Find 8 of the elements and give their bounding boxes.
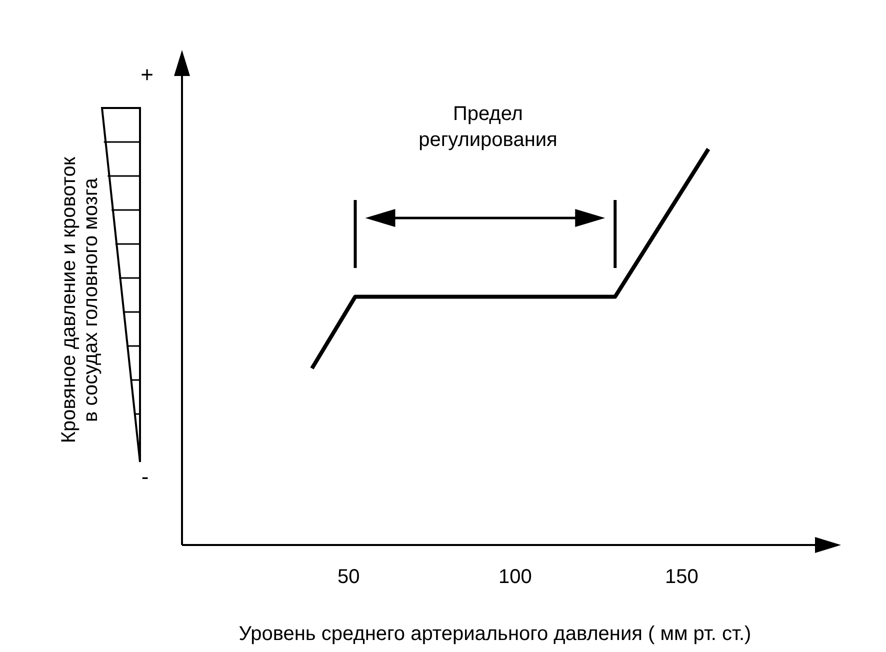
- y-axis-title: Кровяное давление и кровоток в сосудах головного мозга: [58, 156, 102, 444]
- x-axis-title: Уровень среднего артериального давления ( мм рт. ст.): [238, 623, 752, 645]
- text: -: [141, 464, 149, 489]
- annotation: Предел регулирования: [418, 103, 558, 151]
- x-tick-label: 100: [498, 566, 532, 588]
- x-tick-label: 50: [337, 566, 360, 588]
- text: +: [140, 62, 154, 87]
- x-tick-label: 150: [665, 566, 698, 588]
